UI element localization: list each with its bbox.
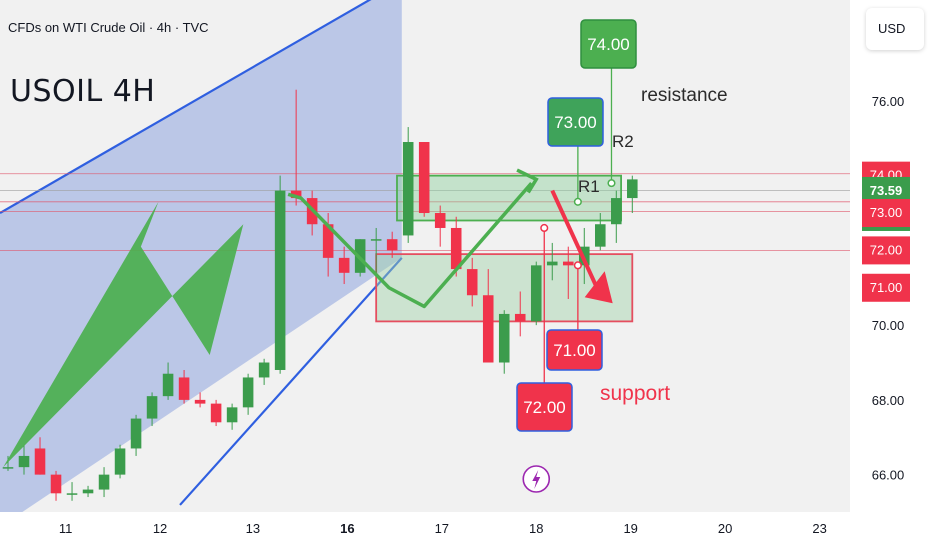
- candle-down: [178, 377, 190, 400]
- symbol-label: USOIL 4H: [10, 74, 156, 109]
- candle-up: [530, 265, 542, 322]
- lightning-glyph: [532, 470, 541, 489]
- callout-72-box: [516, 382, 573, 432]
- candle-up: [66, 493, 78, 495]
- current-price-label: 73.59: [870, 183, 903, 198]
- candle-down: [210, 403, 222, 423]
- down-arrow-head: [584, 271, 613, 304]
- candle-down: [34, 448, 46, 475]
- currency-button[interactable]: USD: [866, 8, 924, 50]
- x-tick-label: 16: [340, 521, 354, 536]
- x-tick-label: 12: [153, 521, 167, 536]
- candle-down: [450, 227, 462, 270]
- x-tick-label: 20: [718, 521, 732, 536]
- candle-up: [146, 396, 158, 419]
- level-price-box: [862, 236, 910, 265]
- level-price-label: 73.00: [870, 205, 903, 220]
- level-price-label: 71.00: [870, 280, 903, 295]
- x-tick-label: 23: [812, 521, 826, 536]
- candle-up: [82, 489, 94, 494]
- x-tick-label: 19: [623, 521, 637, 536]
- candle-up: [274, 190, 286, 370]
- callout-74-label: 74.00: [587, 35, 630, 54]
- channel-lower-line: [179, 257, 403, 506]
- candle-down: [562, 261, 574, 266]
- y-tick-label: 70.00: [872, 318, 905, 333]
- r1-label: R1: [578, 177, 600, 196]
- candle-down: [194, 399, 206, 404]
- channel-upper-line: [0, 0, 372, 214]
- x-tick-label: 17: [435, 521, 449, 536]
- candle-down: [418, 142, 430, 214]
- candle-up: [402, 142, 414, 236]
- callout-71-label: 71.00: [553, 341, 596, 360]
- zigzag-path: [287, 181, 533, 309]
- x-tick-label: 13: [246, 521, 260, 536]
- zigzag-arrowhead: [516, 168, 539, 194]
- r2-dot: [607, 179, 616, 188]
- candle-down: [434, 213, 446, 228]
- candle-up: [595, 224, 606, 247]
- x-tick-label: 11: [59, 521, 73, 536]
- candle-up: [498, 313, 510, 363]
- level-price-box: [862, 199, 910, 228]
- candle-up: [242, 377, 254, 408]
- candle-up: [114, 448, 126, 475]
- support-label: support: [600, 382, 670, 405]
- candle-up: [370, 239, 382, 241]
- candle-up: [258, 362, 270, 378]
- rally-arrow: [3, 201, 244, 468]
- callout-72-label: 72.00: [523, 398, 566, 417]
- candle-up: [98, 474, 110, 490]
- y-tick-label: 76.00: [872, 94, 905, 109]
- candle-down: [290, 190, 302, 199]
- candle-down: [50, 474, 62, 494]
- y-tick-label: 66.00: [872, 468, 905, 483]
- resistance-zone: [396, 174, 622, 222]
- resistance-label: resistance: [641, 85, 728, 106]
- chart-source-title: CFDs on WTI Crude Oil · 4h · TVC: [8, 20, 209, 35]
- level-price-box: [862, 273, 910, 302]
- candle-up: [611, 198, 622, 225]
- candle-up: [162, 373, 174, 397]
- callout-74-box: [580, 19, 637, 69]
- callout-73-box: [547, 97, 604, 147]
- callout-73-label: 73.00: [554, 113, 597, 132]
- support-dot-a: [573, 261, 582, 270]
- candle-down: [482, 295, 494, 363]
- r1-dot: [573, 197, 582, 206]
- support-dot-b: [540, 223, 549, 233]
- candle-up: [546, 261, 558, 266]
- candle-up: [226, 407, 238, 423]
- candle-down: [514, 313, 526, 322]
- level-price-label: 72.00: [870, 242, 903, 257]
- callout-71-box: [546, 329, 603, 371]
- channel-fill: [0, 0, 402, 527]
- x-axis-band: [0, 512, 850, 550]
- candle-down: [322, 224, 334, 258]
- candle-up: [130, 418, 142, 449]
- candle-down: [466, 269, 478, 296]
- x-tick-label: 18: [529, 521, 543, 536]
- candle-up: [2, 467, 14, 469]
- candle-down: [386, 239, 398, 251]
- candle-up: [18, 455, 30, 468]
- y-tick-label: 68.00: [872, 393, 905, 408]
- down-arrow-shaft: [550, 189, 599, 289]
- candle-down: [338, 257, 350, 273]
- r2-label: R2: [612, 132, 634, 151]
- candle-up: [627, 179, 638, 199]
